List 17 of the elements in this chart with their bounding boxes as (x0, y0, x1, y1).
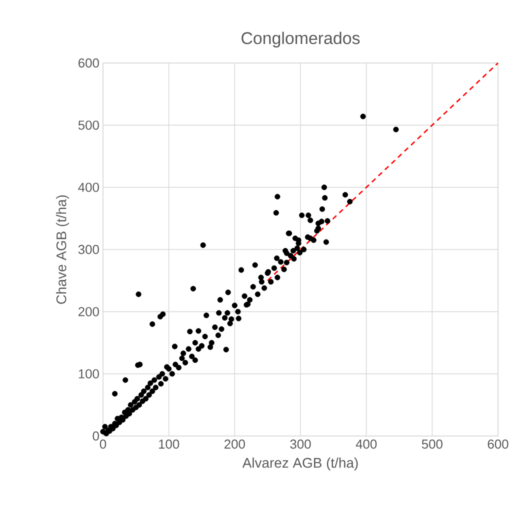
x-tick-label: 300 (290, 440, 311, 449)
x-tick-label: 100 (159, 440, 180, 449)
y-tick-label: 400 (78, 182, 99, 192)
y-tick-label: 200 (78, 307, 99, 316)
x-tick-label: 200 (224, 440, 245, 449)
y-tick-label: 600 (78, 58, 99, 68)
x-tick-label: 600 (488, 440, 508, 449)
y-axis-title: Chave AGB (t/ha) (56, 195, 70, 304)
x-tick-label: 500 (422, 440, 442, 449)
y-tick-label: 0 (92, 431, 99, 441)
y-tick-label: 500 (78, 120, 99, 130)
chart-title: Conglomerados (242, 32, 360, 48)
y-tick-label: 100 (78, 369, 99, 378)
x-tick-label: 0 (100, 440, 106, 449)
x-axis-title: Alvarez AGB (t/ha) (242, 458, 358, 471)
y-tick-label: 300 (78, 244, 99, 254)
x-tick-label: 400 (356, 440, 377, 449)
